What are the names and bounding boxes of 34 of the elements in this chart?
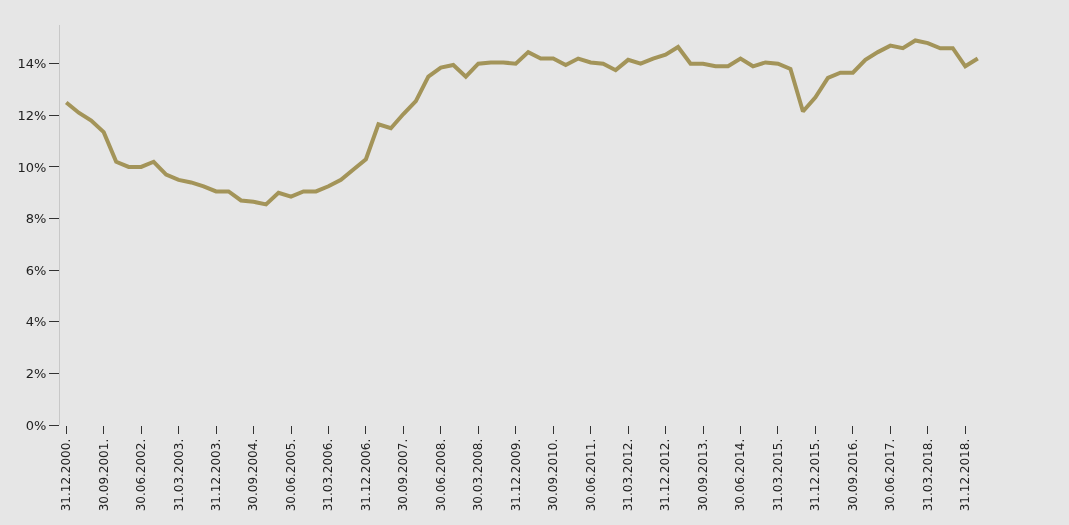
- x-tick-label: 30.09.2016.: [845, 438, 860, 512]
- x-tick-label: 31.03.2018.: [920, 438, 935, 512]
- y-tick-label: 2%: [25, 365, 47, 381]
- x-tick-label: 31.03.2003.: [171, 438, 186, 512]
- x-tick-label: 31.03.2012.: [621, 438, 636, 512]
- x-tick-label: 30.09.2004.: [246, 438, 261, 512]
- y-tick-label: 0%: [25, 417, 47, 433]
- x-tick-label: 30.06.2017.: [883, 438, 898, 512]
- x-tick-label: 30.09.2001.: [96, 438, 111, 512]
- y-tick-label: 10%: [17, 159, 47, 175]
- x-tick-label: 31.03.2006.: [321, 438, 336, 512]
- x-tick-label: 31.12.2015.: [808, 438, 823, 512]
- x-tick-label: 30.06.2008.: [433, 438, 448, 512]
- x-tick-label: 30.09.2010.: [546, 438, 561, 512]
- x-tick-label: 30.06.2011.: [583, 438, 598, 512]
- y-tick-label: 6%: [25, 262, 47, 278]
- x-tick-label: 31.12.2000.: [59, 438, 74, 512]
- x-tick-label: 30.09.2013.: [695, 438, 710, 512]
- y-tick-label: 8%: [25, 211, 47, 227]
- x-tick-label: 31.12.2003.: [208, 438, 223, 512]
- x-tick-label: 30.06.2005.: [283, 438, 298, 512]
- y-tick-label: 12%: [17, 107, 47, 123]
- x-tick-label: 31.03.2015.: [770, 438, 785, 512]
- x-tick-label: 30.06.2014.: [733, 438, 748, 512]
- x-tick-label: 31.12.2006.: [358, 438, 373, 512]
- x-tick-label: 31.12.2009.: [508, 438, 523, 512]
- y-tick-label: 4%: [25, 314, 47, 330]
- x-tick-label: 30.06.2002.: [134, 438, 149, 512]
- y-tick-label: 14%: [17, 56, 47, 72]
- x-tick-label: 30.09.2007.: [396, 438, 411, 512]
- line-series: [64, 38, 980, 207]
- x-tick-label: 31.12.2018.: [958, 438, 973, 512]
- x-tick-label: 31.12.2012.: [658, 438, 673, 512]
- x-tick-label: 30.03.2008.: [471, 438, 486, 512]
